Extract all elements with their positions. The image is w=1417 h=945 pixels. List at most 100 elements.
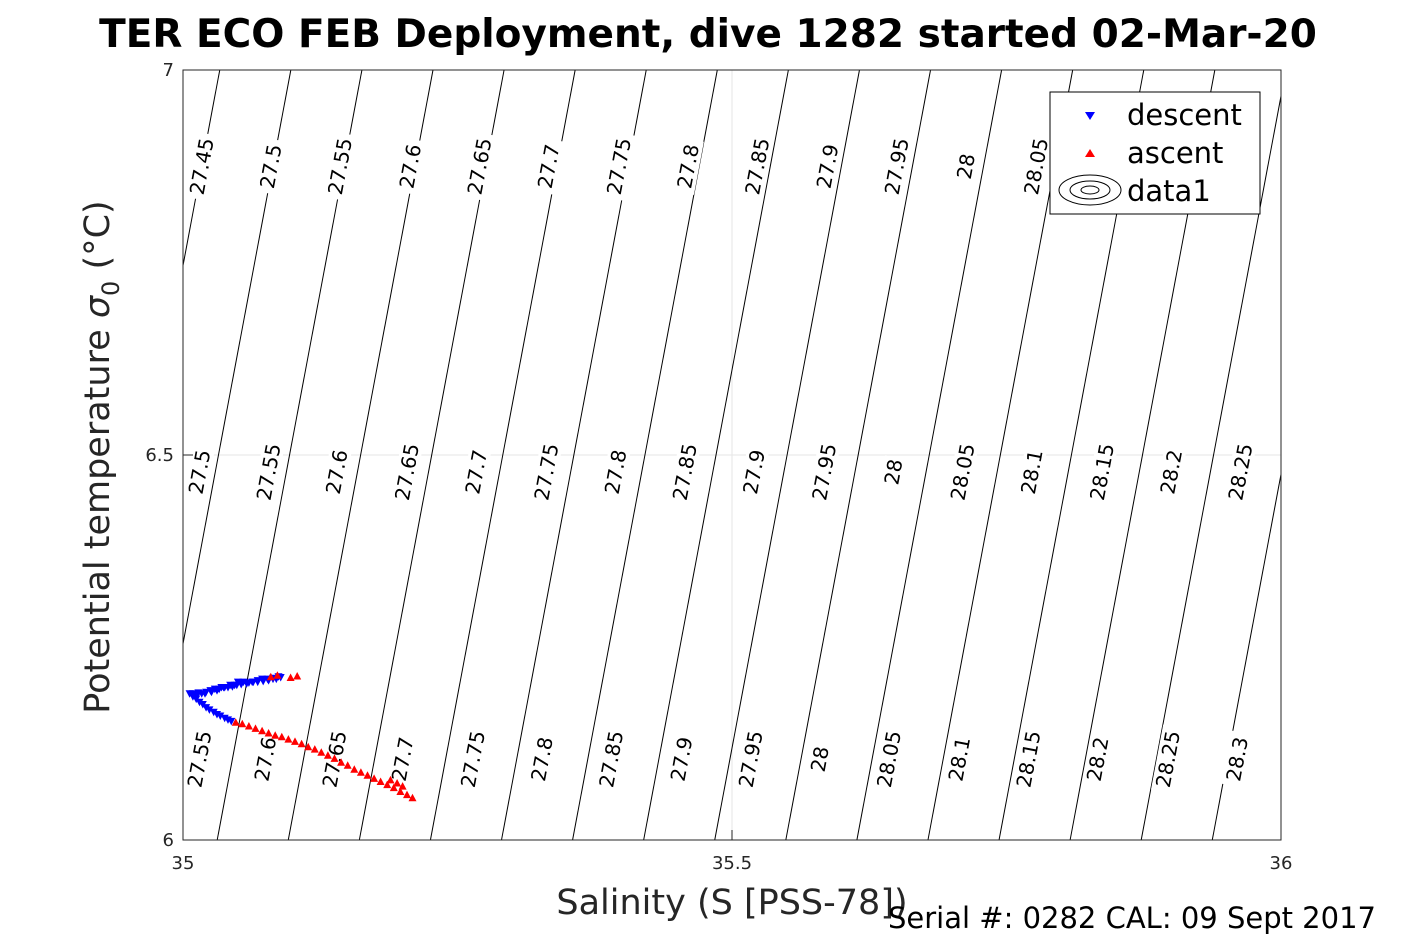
descent-point: [216, 712, 225, 720]
isopycnal-27.7: [429, 70, 576, 840]
contour-label-bg: [1081, 730, 1114, 788]
contour-label-bg: [1155, 443, 1187, 501]
contour-label-bg: [665, 730, 698, 788]
isopycnal-28.25: [1211, 471, 1281, 840]
contour-label-bg: [602, 131, 636, 201]
y-tick-label: 6: [163, 830, 174, 851]
descent-point: [194, 689, 203, 697]
ascent-point: [396, 787, 405, 795]
ascent-point: [323, 751, 332, 759]
descent-point: [207, 688, 216, 697]
descent-point: [220, 684, 229, 692]
serial-caption: Serial #: 0282 CAL: 09 Sept 2017: [888, 901, 1376, 935]
contour-label-bg: [1019, 131, 1053, 201]
isopycnal-27.35: [0, 70, 78, 840]
contour-label-bg: [184, 131, 219, 201]
contour-label-bg: [1016, 443, 1048, 501]
ascent-point: [386, 775, 395, 784]
isopycnal-27.5: [183, 70, 292, 647]
contour-label-bg: [323, 131, 357, 201]
ascent-point: [244, 722, 253, 730]
descent-point: [205, 706, 214, 714]
ascent-point: [258, 726, 267, 735]
ascent-point: [284, 735, 293, 743]
contour-label-bg: [879, 455, 907, 489]
ascent-point: [393, 779, 402, 787]
ascent-point: [264, 729, 273, 737]
contour-label-bg: [599, 443, 632, 501]
isopycnal-27.95: [785, 70, 932, 840]
isopycnal-27.8: [572, 70, 718, 840]
isopycnal-27.9: [714, 70, 860, 840]
contour-label-bg: [1085, 437, 1119, 507]
x-tick-label: 35.5: [712, 853, 752, 874]
contour-label-text: 28: [952, 152, 980, 181]
ascent-point: [376, 777, 385, 785]
isopycnal-28.35: [1354, 70, 1417, 840]
ascent-point: [277, 732, 286, 741]
x-tick-label: 36: [1270, 853, 1293, 874]
legend-ascent-label: ascent: [1127, 136, 1223, 170]
descent-point: [249, 678, 258, 687]
contour-label-28.3: 28.3: [1221, 730, 1253, 788]
series-ascent: [231, 671, 417, 802]
ascent-point: [343, 761, 352, 769]
data-series: [185, 671, 417, 802]
y-axis-label-main: Potential temperature: [78, 318, 118, 714]
y-axis-label-unit: (°C): [78, 200, 118, 280]
isopycnal-28: [856, 70, 1003, 840]
legend-data1-label: data1: [1127, 174, 1211, 208]
axis-ticks: 35 35.5 36 6 6.5 7: [145, 60, 1292, 874]
ascent-point: [286, 673, 295, 681]
contour-label-bg: [183, 443, 216, 501]
ascent-point: [356, 768, 365, 776]
ascent-point: [317, 748, 326, 756]
isopycnal-27.6: [287, 70, 434, 840]
contour-label-bg: [456, 724, 490, 794]
isopycnal-27.4: [4, 70, 149, 840]
contour-label-bg: [249, 730, 282, 788]
legend: descent ascent data1: [1049, 91, 1261, 215]
isopycnal-28.3: [1283, 70, 1417, 840]
y-tick-label: 7: [163, 60, 174, 81]
isopycnal-27.85: [643, 70, 789, 840]
ascent-point: [370, 774, 379, 782]
contour-label-bg: [394, 137, 427, 195]
y-tick-label: 6.5: [145, 445, 174, 466]
y-axis-label-sigma: σ: [78, 294, 118, 318]
ascent-point: [398, 782, 407, 790]
ascent-point: [291, 737, 299, 745]
legend-descent-marker: [1085, 112, 1095, 120]
ascent-point: [408, 793, 417, 802]
descent-point: [195, 698, 204, 707]
contour-label-bg: [738, 443, 770, 501]
contour-label-text: 28: [879, 457, 907, 486]
contour-label-bg: [1011, 724, 1046, 794]
descent-point: [227, 717, 236, 726]
contour-label-bg: [251, 437, 286, 507]
contour-label-bg: [386, 730, 419, 788]
legend-ascent-marker: [1085, 149, 1095, 157]
contour-label-bg: [806, 742, 834, 776]
contour-label-bg: [529, 437, 564, 507]
contour-label-bg: [532, 137, 565, 195]
contour-label-bg: [807, 437, 842, 507]
contour-label-28.05: 28.05: [1019, 131, 1053, 201]
ascent-point: [330, 754, 339, 762]
contour-label-28.2: 28.2: [1155, 443, 1187, 501]
contour-label-bg: [1223, 437, 1258, 507]
contour-label-27.5: 27.5: [183, 443, 216, 501]
contour-label-bg: [672, 137, 704, 195]
contour-label-bg: [740, 131, 775, 201]
contour-label-bg: [733, 724, 768, 794]
ascent-point: [271, 731, 280, 739]
chart-title: TER ECO FEB Deployment, dive 1282 starte…: [99, 12, 1317, 57]
ascent-point: [266, 672, 275, 681]
contour-label-bg: [255, 137, 287, 195]
contour-label-bg: [945, 437, 980, 507]
isopycnal-28.05: [927, 70, 1074, 840]
contour-label-28: 28: [879, 455, 908, 489]
ascent-point: [273, 671, 282, 679]
contour-label-bg: [872, 724, 906, 794]
